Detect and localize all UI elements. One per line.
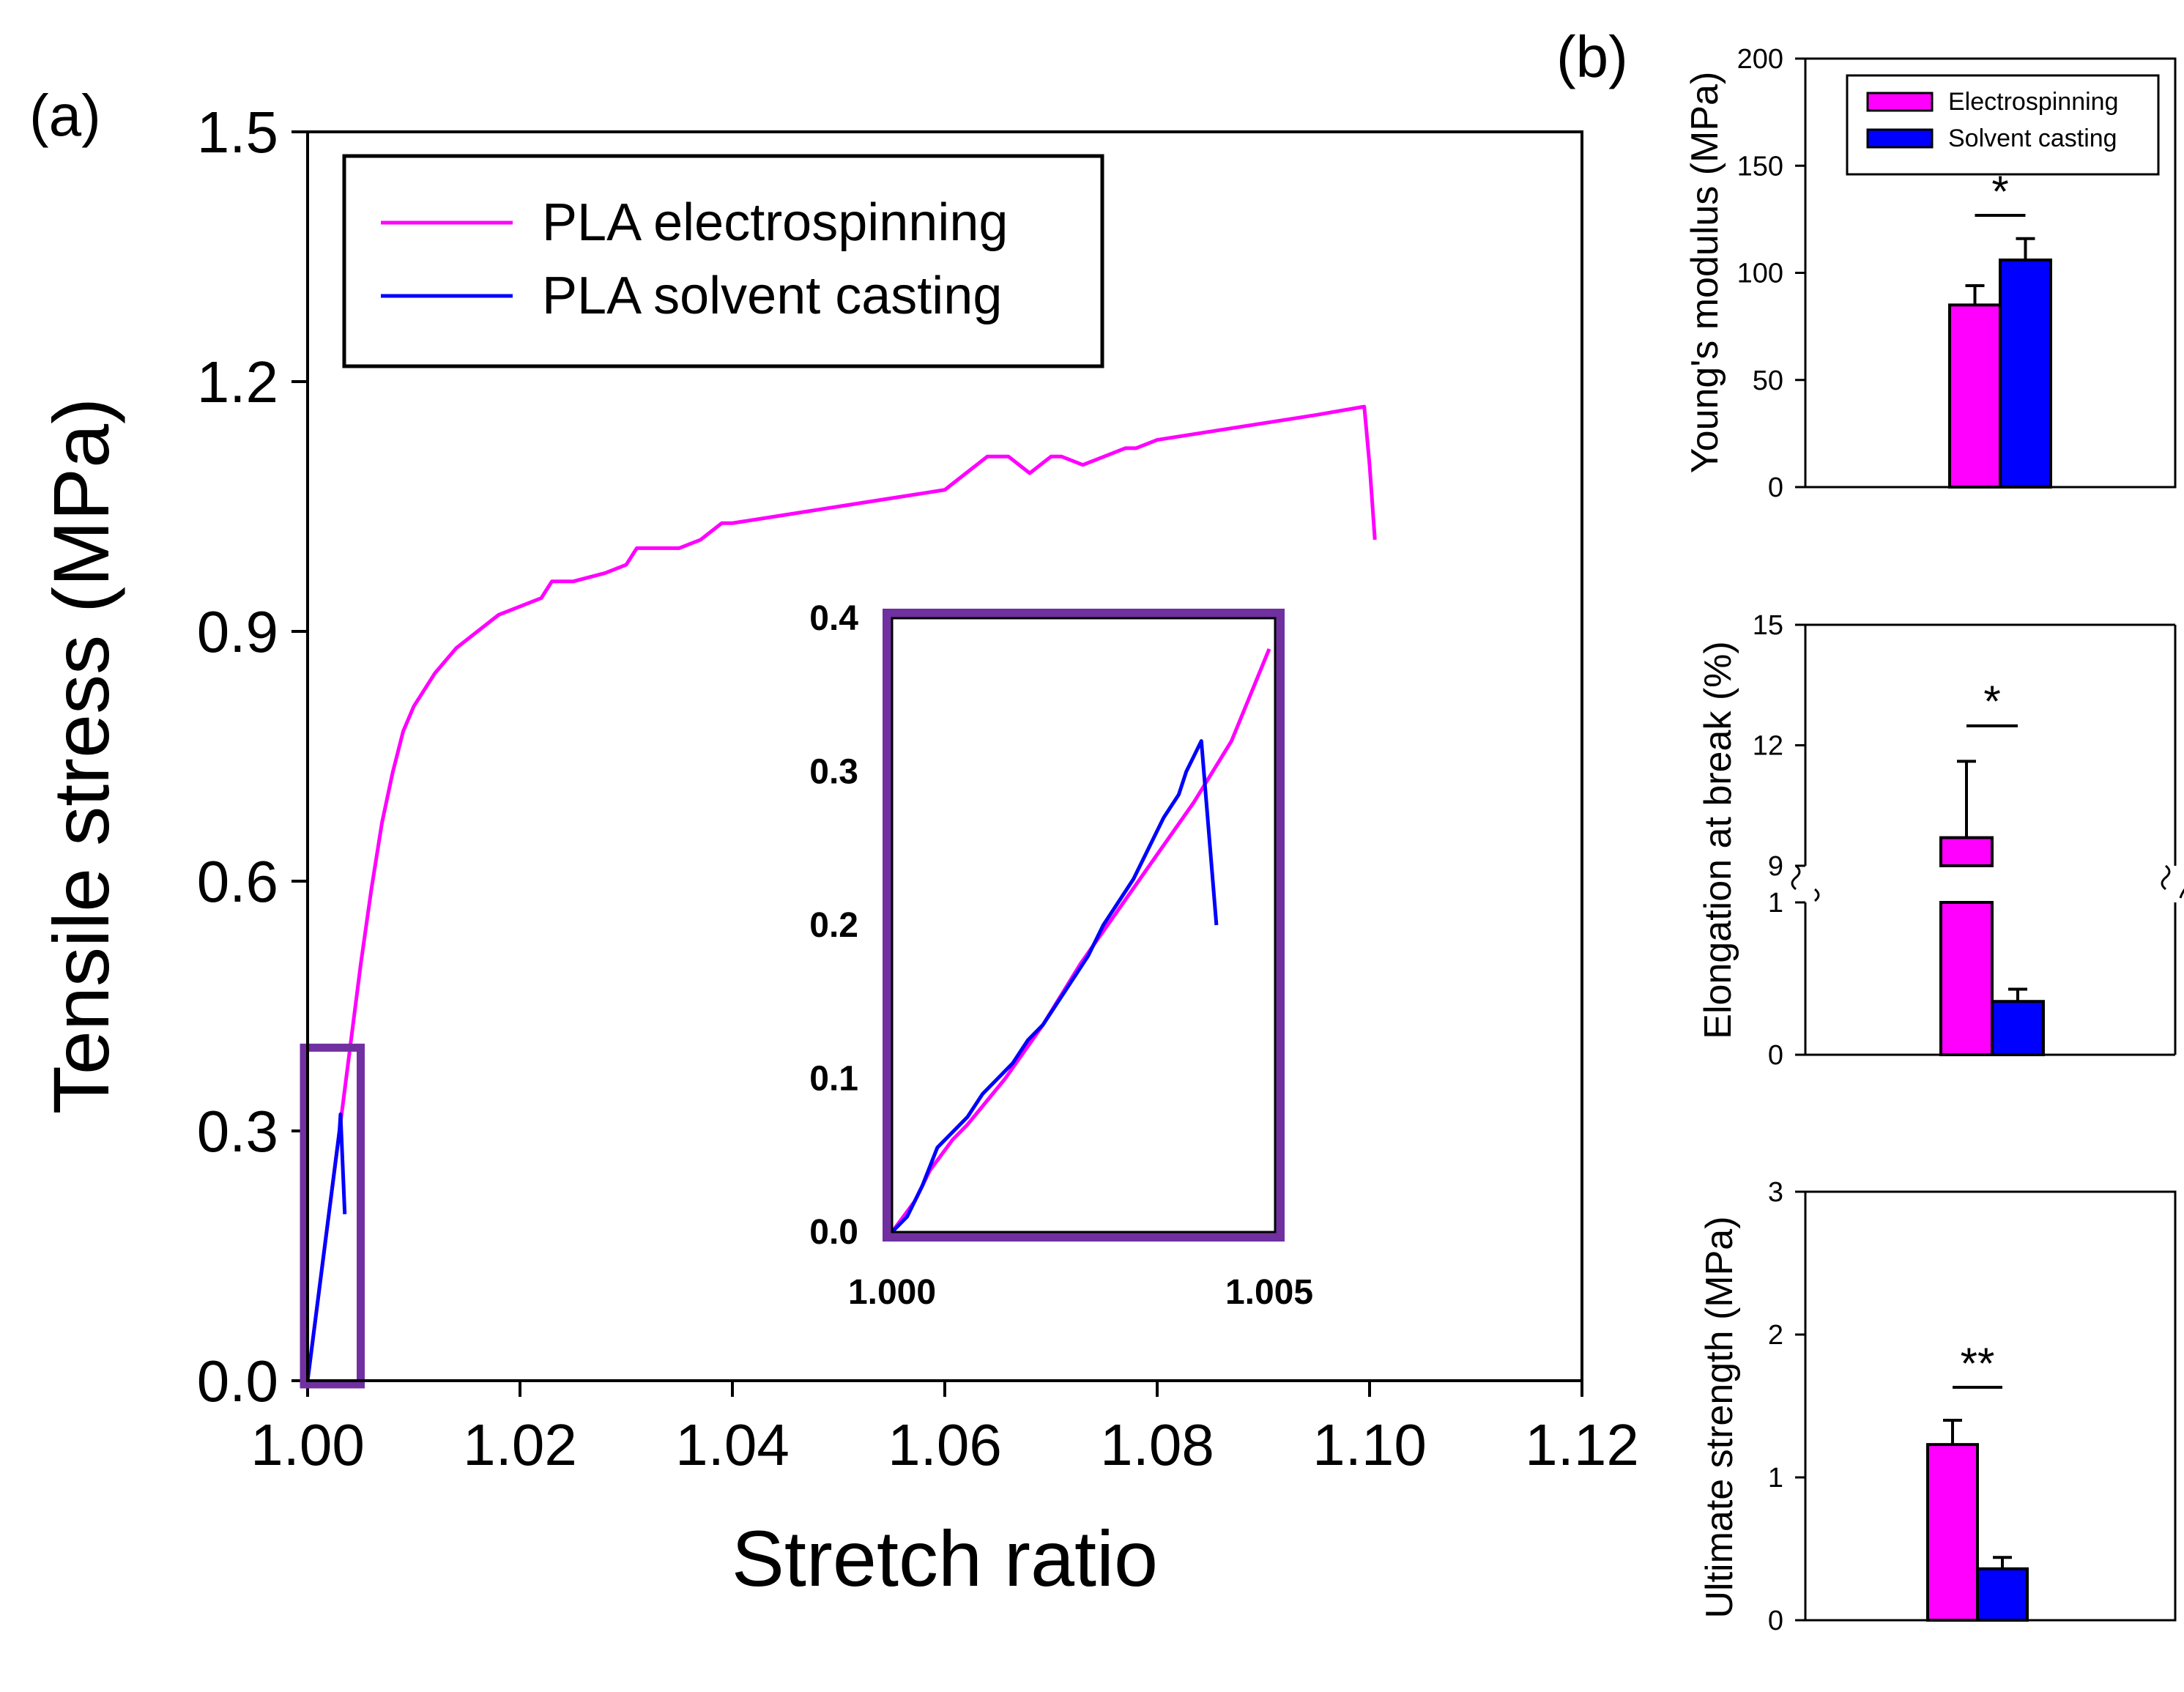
legend-frame [342, 154, 1104, 368]
b1-bars: * [1948, 167, 2052, 489]
b3-ticks: 0 1 2 3 [1768, 1177, 1805, 1636]
b2-bars: * [1939, 677, 2045, 1056]
inset-line-pla-solvent-casting [891, 739, 1219, 1233]
panel-a-inset: 0.0 0.1 0.2 0.3 0.4 1.000 1.005 [809, 599, 1313, 1312]
highlight-box [300, 1043, 365, 1389]
inset-y-tick-label: 0.2 [809, 906, 858, 945]
x-tick-label: 1.10 [1312, 1412, 1427, 1477]
panel-a-series [305, 404, 1377, 1381]
panel-a-x-axis-label: Stretch ratio [732, 1514, 1158, 1603]
b1-legend-label-solvent-casting: Solvent casting [1948, 125, 2117, 152]
b2-upper-y-tick-label: 9 [1768, 851, 1783, 882]
b3-bars: ** [1926, 1339, 2029, 1622]
b3-significance-marker: ** [1961, 1339, 1995, 1388]
b1-legend-swatch-solvent-casting [1866, 128, 1934, 149]
b2-upper-y-tick-label: 15 [1753, 610, 1783, 641]
y-tick-label: 0.9 [197, 599, 278, 664]
inset-y-tick-label: 0.0 [809, 1213, 858, 1252]
b2-bar-electrospinning-upper [1939, 836, 1994, 868]
panel-b1-youngs-modulus: 0 50 100 150 200 * Electrospinning Solvent c… [1684, 44, 2177, 503]
b3-plot-frame [1804, 1190, 2177, 1622]
x-tick-label: 1.12 [1525, 1412, 1639, 1477]
x-tick-label: 1.06 [888, 1412, 1002, 1477]
b1-legend-label-electrospinning: Electrospinning [1948, 88, 2118, 116]
b2-bar-electrospinning-lower [1939, 901, 1994, 1056]
x-tick-label: 1.04 [675, 1412, 790, 1477]
y-tick-label: 0.3 [197, 1099, 278, 1164]
panel-a-legend: PLA electrospinning PLA solvent casting [342, 154, 1104, 368]
b2-y-axis-label: Elongation at break (%) [1697, 641, 1739, 1039]
legend-label-pla-solvent-casting: PLA solvent casting [542, 267, 1002, 325]
panel-a-label: (a) [29, 83, 101, 148]
b2-bar-solvent-casting [1991, 1000, 2045, 1056]
series-line-pla-solvent-casting [305, 1112, 347, 1381]
panel-b3-ultimate-strength: 0 1 2 3 ** Ultimate strength (MPa) [1698, 1177, 2177, 1636]
panel-a-y-axis-label: Tensile stress (MPa) [37, 398, 125, 1114]
inset-x-tick-label: 1.000 [848, 1273, 936, 1312]
x-tick-label: 1.00 [250, 1412, 365, 1477]
inset-y-tick-label: 0.4 [809, 599, 858, 638]
b3-y-tick-label: 3 [1768, 1177, 1783, 1208]
b3-y-tick-label: 2 [1768, 1320, 1783, 1351]
b1-bar-electrospinning [1948, 303, 2002, 489]
b1-legend-swatch-electrospinning [1866, 92, 1934, 112]
legend-label-pla-electrospinning: PLA electrospinning [542, 193, 1008, 252]
b2-ticks: 0 1 9 12 15 [1753, 610, 1805, 1071]
b3-bar-solvent-casting [1976, 1567, 2029, 1622]
b1-y-tick-label: 200 [1737, 44, 1783, 75]
b1-ticks: 0 50 100 150 200 [1737, 44, 1805, 503]
b3-y-tick-label: 0 [1768, 1606, 1783, 1636]
series-line-pla-electrospinning [305, 404, 1377, 1381]
panel-b-label: (b) [1556, 24, 1628, 89]
b1-y-tick-label: 150 [1737, 151, 1783, 182]
inset-frame [883, 609, 1285, 1242]
b2-upper-y-tick-label: 12 [1753, 731, 1783, 762]
b3-y-axis-label: Ultimate strength (MPa) [1698, 1216, 1741, 1618]
b2-axis-break-mark-left [1791, 864, 1820, 902]
panel-a-ticks: 1.00 1.02 1.04 1.06 1.08 1.10 1.12 0.0 0.3 0.6 0.9… [197, 100, 1639, 1477]
b1-y-tick-label: 100 [1737, 259, 1783, 289]
b3-y-tick-label: 1 [1768, 1463, 1783, 1494]
panel-a: (a) 1.00 1.02 1.04 1.06 1.08 1.10 1.120.00.30.… [29, 83, 1639, 1603]
b1-y-tick-label: 50 [1753, 366, 1783, 396]
inset-plot-border [891, 617, 1277, 1233]
panel-b2-elongation-at-break: 0 1 9 12 15 * Elongation at break (%) [1697, 610, 2184, 1071]
b1-bar-solvent-casting [1999, 258, 2052, 489]
b2-lower-y-tick-label: 0 [1768, 1040, 1783, 1071]
b1-legend: Electrospinning Solvent casting [1846, 74, 2160, 176]
inset-background [888, 614, 1279, 1236]
x-tick-label: 1.02 [463, 1412, 577, 1477]
y-tick-label: 0.0 [197, 1348, 278, 1414]
b1-significance-marker: * [1991, 167, 2008, 216]
b1-y-tick-label: 0 [1768, 472, 1783, 503]
panel-a-plot-frame [306, 130, 1583, 1382]
inset-x-tick-label: 1.005 [1225, 1273, 1313, 1312]
b2-significance-marker: * [1983, 677, 2000, 726]
y-tick-label: 1.5 [197, 100, 278, 165]
b3-bar-electrospinning [1926, 1443, 1979, 1622]
b2-lower-y-tick-label: 1 [1768, 888, 1783, 919]
inset-y-tick-label: 0.3 [809, 753, 858, 792]
b2-axis-break-mark-right [2161, 864, 2184, 899]
x-tick-label: 1.08 [1100, 1412, 1214, 1477]
inset-ticks: 0.0 0.1 0.2 0.3 0.4 1.000 1.005 [809, 599, 1313, 1312]
inset-series [890, 648, 1271, 1233]
y-tick-label: 1.2 [197, 349, 278, 415]
inset-y-tick-label: 0.1 [809, 1060, 858, 1099]
y-tick-label: 0.6 [197, 849, 278, 914]
b1-y-axis-label: Young's modulus (MPa) [1684, 72, 1726, 474]
